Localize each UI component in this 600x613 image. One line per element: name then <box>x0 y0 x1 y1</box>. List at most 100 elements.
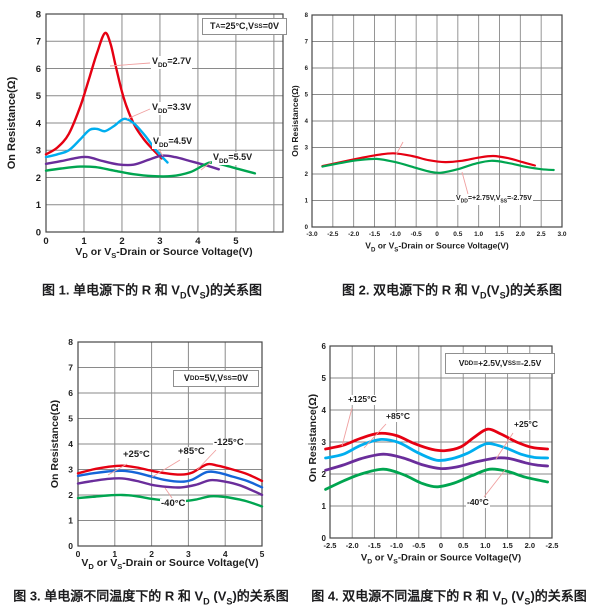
y-tick-label: 5 <box>305 93 309 99</box>
figure-1-label-v-dd-4-5v: VDD=4.5V <box>152 136 194 150</box>
x-tick-label: 2.0 <box>516 231 525 238</box>
figure-4-curve-85-c <box>324 437 549 462</box>
figure-1-plot: 0 1 2 3 4 5 0 1 2 3 4 5 6 7 8 <box>36 9 284 247</box>
y-tick-label: 6 <box>36 64 41 75</box>
y-tick-label: 0 <box>68 541 73 551</box>
leader-line <box>483 469 506 498</box>
figure-4-x-axis-label: VD or VS-Drain or Source Voltage(V) <box>360 552 522 566</box>
figure-4-label-125-c: +125°C <box>347 394 378 405</box>
figure-2-caption: 图 2. 双电源下的 R 和 VD(VS)的关系图 <box>342 282 562 301</box>
y-tick-label: 8 <box>305 13 309 19</box>
figure-1-curve-vdd-2-7v <box>44 31 163 160</box>
figure-1-condition-annotation: T A =25°C,V SS =0V <box>202 18 287 35</box>
x-tick-label: 2 <box>149 549 154 559</box>
x-tick-label: 0 <box>435 231 439 238</box>
figure-4-y-axis-label: On Resistance(Ω) <box>307 393 319 483</box>
x-tick-label: 1 <box>81 236 87 247</box>
figure-1-curve-vdd-4-5v <box>44 154 220 171</box>
x-tick-label: 3 <box>157 236 162 247</box>
figure-3-curve-25-c <box>76 477 264 497</box>
figure-4-label-25-c: +25°C <box>513 419 539 430</box>
y-tick-label: 2 <box>36 173 41 184</box>
leader-line <box>461 171 469 195</box>
x-tick-label: 5 <box>260 549 265 559</box>
figure-4-caption: 图 4. 双电源不同温度下的 R 和 VD (VS)的关系图 <box>311 588 587 607</box>
y-tick-label: 5 <box>322 374 327 383</box>
x-tick-label: -2.0 <box>348 231 360 238</box>
x-tick-label: 1.0 <box>480 541 490 550</box>
figure-3-curve-125-c <box>76 462 264 483</box>
x-tick-label: 1.0 <box>474 231 483 238</box>
y-tick-label: 4 <box>305 119 309 125</box>
leader-line <box>495 432 514 460</box>
figure-2-curve-vdd-2-75v-vss-2-75v-red <box>321 152 536 168</box>
leader-line <box>200 161 212 171</box>
y-tick-label: 7 <box>36 37 41 48</box>
figure-4-condition-annotation: V DD =+2.5V,V SS =-2.5V <box>445 353 555 374</box>
x-tick-label: -1.5 <box>369 231 381 238</box>
figure-3-label-125-c: -125°C <box>213 437 245 449</box>
y-tick-label: 2 <box>322 470 327 479</box>
y-tick-label: 1 <box>68 516 73 526</box>
figure-3-plot: 0 1 2 3 4 5 0 1 2 3 4 5 6 7 8 <box>68 337 264 559</box>
x-tick-label: 0 <box>439 541 443 550</box>
figure-4-curve-40-c <box>324 467 549 491</box>
x-tick-label: -0.5 <box>411 231 423 238</box>
figure-1-x-axis-label: VD or VS-Drain or Source Voltage(V) <box>75 245 253 261</box>
x-tick-label: 0 <box>43 236 48 247</box>
x-tick-label: -2.0 <box>346 541 359 550</box>
y-tick-label: 0 <box>305 225 309 231</box>
y-tick-label: 3 <box>322 438 327 447</box>
x-tick-label: -2.5 <box>324 541 337 550</box>
y-tick-label: 2 <box>68 490 73 500</box>
x-tick-label: 4 <box>223 549 228 559</box>
x-tick-label: -2.5 <box>327 231 339 238</box>
leader-line <box>196 449 217 471</box>
y-tick-label: 5 <box>36 91 42 102</box>
y-tick-label: 3 <box>36 146 41 157</box>
leader-line <box>109 62 151 67</box>
figure-2-curve-vdd-2-75v-vss-2-75v-green <box>321 157 555 174</box>
x-tick-label: 2.0 <box>525 541 535 550</box>
leader-line <box>151 459 181 478</box>
x-tick-label: 1.5 <box>495 231 504 238</box>
figure-3-caption: 图 3. 单电源不同温度下的 R 和 VD (VS)的关系图 <box>13 588 289 607</box>
y-tick-label: 8 <box>68 337 73 347</box>
y-tick-label: 6 <box>305 66 309 72</box>
x-tick-label: 1.5 <box>502 541 512 550</box>
x-tick-label: -2.5 <box>546 541 559 550</box>
x-tick-label: 2 <box>119 236 124 247</box>
x-tick-label: 0.5 <box>458 541 468 550</box>
y-tick-label: 4 <box>322 406 327 415</box>
figure-3-label-40-c: -40°C <box>160 498 187 510</box>
y-tick-label: 5 <box>68 414 73 424</box>
x-tick-label: 0.5 <box>453 231 462 238</box>
figure-3-condition-annotation: V DD =5V,V SS =0V <box>173 370 259 387</box>
leader-line <box>126 108 151 120</box>
figure-4-curve-25-c <box>324 452 549 472</box>
leader-line <box>395 141 404 156</box>
x-tick-label: -1.5 <box>368 541 381 550</box>
x-tick-label: -0.5 <box>412 541 425 550</box>
x-tick-label: -1.0 <box>390 231 402 238</box>
figure-1-caption: 图 1. 单电源下的 R 和 VD(VS)的关系图 <box>42 282 262 301</box>
figure-1-label-v-dd-5-5v: VDD=5.5V <box>212 152 254 166</box>
y-tick-label: 1 <box>305 199 309 205</box>
y-tick-label: 4 <box>68 439 73 449</box>
figure-2-x-axis-label: VD or VS-Drain or Source Voltage(V) <box>365 240 509 254</box>
y-tick-label: 0 <box>322 534 327 543</box>
figure-3-label-85-c: +85°C <box>177 446 206 458</box>
y-tick-label: 7 <box>305 40 309 46</box>
x-tick-label: -3.0 <box>306 231 318 238</box>
y-tick-label: 1 <box>36 200 42 211</box>
y-tick-label: 2 <box>305 172 309 178</box>
x-tick-label: 4 <box>195 236 201 247</box>
plot-border <box>311 14 563 228</box>
leader-line <box>157 147 164 157</box>
leader-line <box>363 423 387 449</box>
y-tick-label: 0 <box>36 227 41 238</box>
figure-3-curve-85-c <box>76 469 264 489</box>
figure-2-plot: -3.0 -2.5 -2.0 -1.5 -1.0 -0.5 0 0.5 1.0 1.5 2.0 2.5… <box>305 13 567 238</box>
x-tick-label: 5 <box>233 236 239 247</box>
